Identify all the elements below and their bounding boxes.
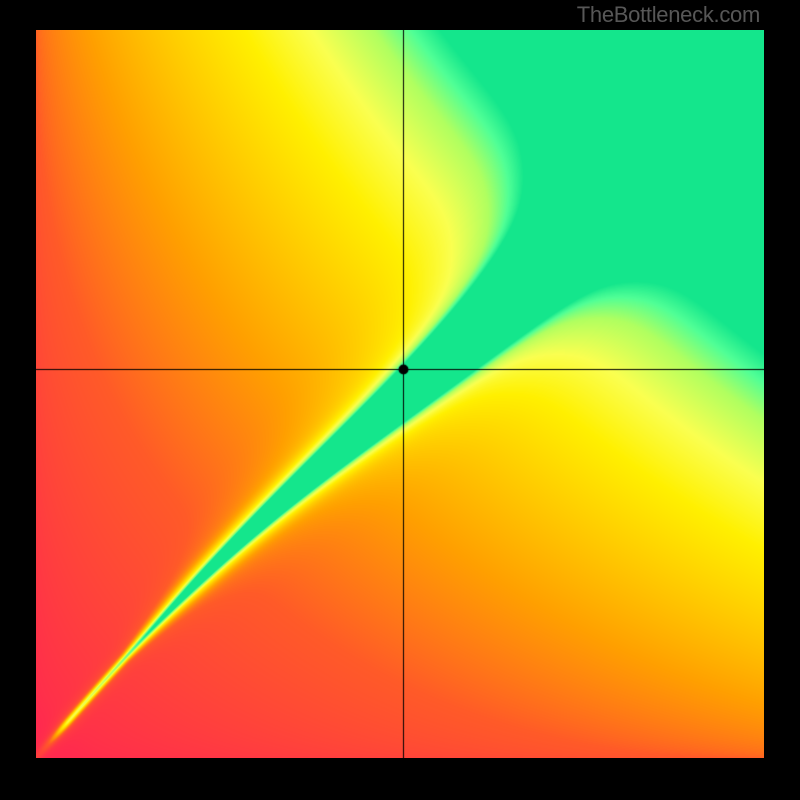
heatmap-plot	[36, 30, 764, 758]
heatmap-canvas	[36, 30, 764, 758]
chart-container: TheBottleneck.com	[0, 0, 800, 800]
watermark-text: TheBottleneck.com	[577, 2, 760, 28]
